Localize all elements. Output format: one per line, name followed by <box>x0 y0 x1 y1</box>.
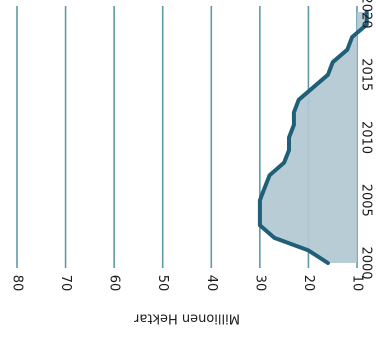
series-line <box>257 10 369 265</box>
value-tick-40: 40 <box>204 275 219 292</box>
value-axis-ticks: 10 20 30 40 50 60 70 80 <box>10 275 365 292</box>
year-axis-ticks: 2000 2005 2010 2015 2020 <box>359 0 374 280</box>
value-tick-70: 70 <box>58 275 73 292</box>
series-area <box>259 12 367 263</box>
year-tick-2015: 2015 <box>359 58 374 91</box>
year-tick-2020: 2020 <box>359 0 374 29</box>
gridlines <box>16 6 358 268</box>
value-tick-10: 10 <box>350 275 365 292</box>
value-tick-50: 50 <box>155 275 170 292</box>
value-axis-title: Millionen Hektar <box>133 311 240 326</box>
value-tick-20: 20 <box>301 275 316 292</box>
year-tick-2000: 2000 <box>359 246 374 279</box>
value-tick-80: 80 <box>10 275 25 292</box>
year-tick-2005: 2005 <box>359 184 374 217</box>
value-tick-60: 60 <box>107 275 122 292</box>
value-tick-30: 30 <box>252 275 267 292</box>
year-tick-2010: 2010 <box>359 121 374 154</box>
